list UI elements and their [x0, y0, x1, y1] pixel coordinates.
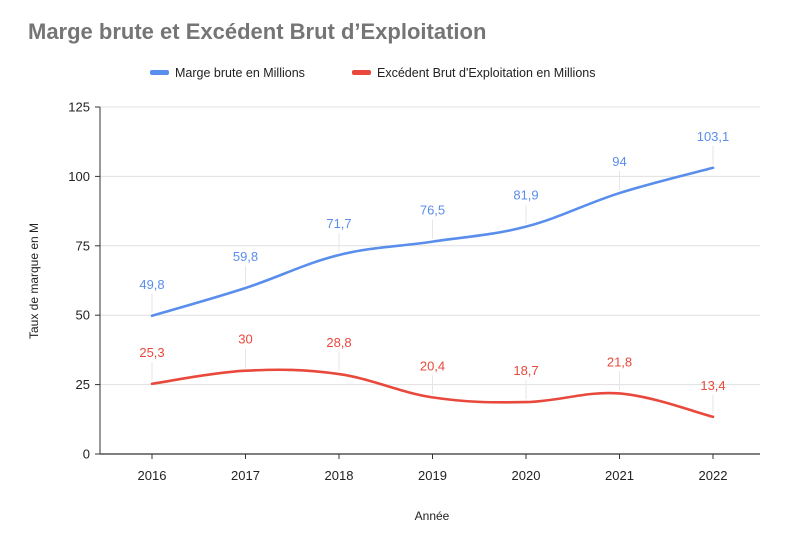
x-axis-title: Année — [415, 509, 450, 523]
data-label: 103,1 — [697, 129, 730, 144]
legend-label-marge-brute[interactable]: Marge brute en Millions — [175, 66, 305, 80]
gridlines — [100, 106, 760, 386]
y-tick-label: 50 — [76, 308, 90, 323]
y-tick-label: 25 — [76, 377, 90, 392]
data-label: 71,7 — [326, 216, 351, 231]
y-tick-label: 75 — [76, 238, 90, 253]
y-tick-label: 125 — [68, 100, 90, 115]
x-axis: 2016 2017 2018 2019 2020 2021 2022 — [100, 453, 760, 483]
data-label: 21,8 — [607, 354, 632, 369]
x-tick-label: 2017 — [231, 468, 260, 483]
legend-swatch-ebe — [352, 70, 371, 75]
x-tick-label: 2022 — [699, 468, 728, 483]
x-tick-label: 2018 — [325, 468, 354, 483]
data-label: 59,8 — [233, 249, 258, 264]
x-tick-label: 2019 — [418, 468, 447, 483]
y-tick-label: 0 — [83, 447, 90, 462]
chart-title: Marge brute et Excédent Brut d’Exploitat… — [28, 19, 487, 44]
data-label: 18,7 — [513, 363, 538, 378]
legend-label-ebe[interactable]: Excédent Brut d'Exploitation en Millions — [377, 66, 595, 80]
y-axis-title: Taux de marque en M — [27, 223, 41, 339]
series-lines — [150, 166, 715, 419]
data-label: 49,8 — [139, 277, 164, 292]
x-tick-label: 2020 — [512, 468, 541, 483]
y-tick-label: 100 — [68, 169, 90, 184]
legend-swatch-marge-brute — [150, 70, 169, 75]
series-line-0[interactable] — [150, 166, 715, 318]
data-label: 81,9 — [513, 188, 538, 203]
data-label: 76,5 — [420, 203, 445, 218]
legend: Marge brute en Millions Excédent Brut d'… — [150, 66, 595, 80]
x-tick-label: 2021 — [605, 468, 634, 483]
y-axis: 0 25 50 75 100 125 — [68, 100, 101, 462]
data-label: 28,8 — [326, 335, 351, 350]
data-label: 13,4 — [700, 378, 725, 393]
data-label: 94 — [612, 154, 626, 169]
series-line-1[interactable] — [150, 368, 715, 419]
data-label: 20,4 — [420, 358, 445, 373]
x-tick-label: 2016 — [138, 468, 167, 483]
data-label: 30 — [238, 332, 252, 347]
data-labels: 49,8 59,8 71,7 76,5 81,9 94 103,1 25,3 30 28,8 20,… — [139, 129, 729, 414]
data-label: 25,3 — [139, 345, 164, 360]
